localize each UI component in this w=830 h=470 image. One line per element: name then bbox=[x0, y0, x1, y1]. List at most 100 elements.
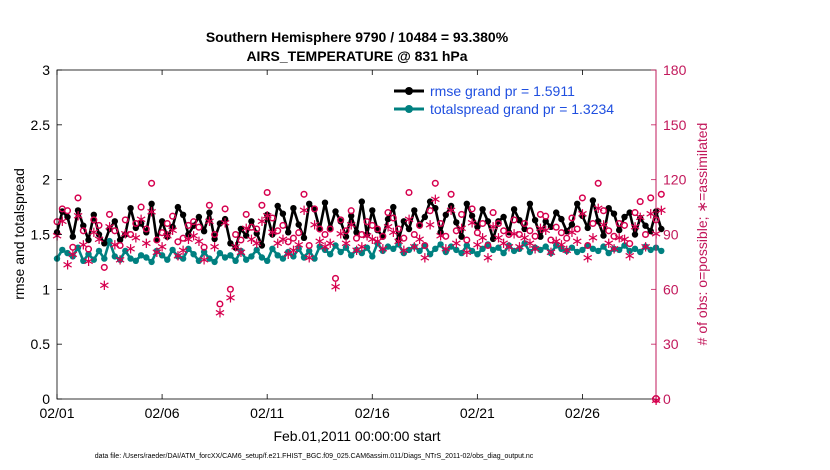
chart-title-line1: Southern Hemisphere 9790 / 10484 = 93.38… bbox=[206, 29, 509, 45]
obs-possible-point bbox=[547, 236, 555, 244]
rmse-point bbox=[426, 198, 434, 205]
obs-assimilated-point: ∗ bbox=[93, 230, 106, 248]
obs-assimilated-point: ∗ bbox=[524, 234, 537, 252]
spread-point bbox=[495, 244, 502, 251]
obs-possible-point bbox=[105, 210, 114, 218]
obs-assimilated-point: ∗ bbox=[256, 212, 269, 230]
spread-point bbox=[400, 249, 407, 257]
obs-possible-point bbox=[500, 227, 508, 235]
obs-assimilated-point: ∗ bbox=[424, 216, 437, 234]
spread-point bbox=[605, 249, 612, 257]
rmse-point bbox=[500, 213, 507, 221]
spread-point bbox=[363, 244, 371, 251]
obs-assimilated-point: ∗ bbox=[476, 228, 489, 246]
obs-possible-point bbox=[384, 209, 392, 217]
obs-possible-point bbox=[316, 225, 324, 233]
obs-assimilated-point: ∗ bbox=[203, 212, 216, 230]
spread-point bbox=[642, 243, 649, 250]
spread-point bbox=[526, 248, 534, 256]
spread-point bbox=[300, 254, 308, 261]
obs-assimilated-point: ∗ bbox=[114, 250, 127, 268]
spread-point bbox=[258, 254, 266, 261]
obs-assimilated-point: ∗ bbox=[182, 230, 195, 248]
spread-point bbox=[137, 252, 145, 259]
obs-assimilated-point: ∗ bbox=[229, 238, 242, 256]
obs-assimilated-point: ∗ bbox=[119, 225, 132, 243]
legend-rmse-label: rmse grand pr = 1.5911 bbox=[430, 83, 575, 99]
obs-assimilated-point: ∗ bbox=[166, 221, 179, 239]
obs-assimilated-point: ∗ bbox=[398, 241, 411, 259]
spread-point bbox=[500, 249, 507, 257]
obs-possible-point bbox=[179, 234, 187, 242]
y-right-tick-label-0: 0 bbox=[663, 391, 671, 407]
spread-point bbox=[369, 253, 376, 260]
spread-point bbox=[510, 247, 518, 255]
obs-possible-point bbox=[463, 236, 471, 244]
spread-point bbox=[248, 253, 255, 260]
spread-point bbox=[80, 257, 87, 264]
rmse-point bbox=[127, 205, 134, 212]
obs-possible-point bbox=[379, 232, 387, 240]
spread-point bbox=[458, 249, 465, 257]
obs-assimilated-point: ∗ bbox=[371, 232, 384, 250]
obs-assimilated-point: ∗ bbox=[629, 217, 642, 235]
rmse-point bbox=[101, 240, 108, 247]
obs-assimilated-point: ∗ bbox=[581, 248, 594, 266]
spread-point bbox=[179, 255, 187, 262]
obs-assimilated-point: ∗ bbox=[576, 205, 589, 223]
spread-point bbox=[116, 256, 124, 263]
obs-possible-point bbox=[174, 238, 182, 246]
obs-assimilated-point: ∗ bbox=[434, 227, 447, 245]
obs-possible-point bbox=[95, 221, 103, 229]
rmse-point bbox=[621, 213, 628, 221]
spread-point bbox=[600, 243, 607, 250]
obs-possible-point bbox=[163, 219, 171, 228]
legend-spread-marker bbox=[405, 105, 413, 113]
obs-assimilated-point: ∗ bbox=[109, 236, 122, 254]
obs-assimilated-point: ∗ bbox=[408, 238, 421, 256]
spread-point bbox=[521, 240, 528, 247]
obs-assimilated-point: ∗ bbox=[618, 230, 631, 248]
rmse-point bbox=[479, 206, 486, 213]
obs-possible-point bbox=[331, 274, 340, 282]
obs-possible-point bbox=[568, 214, 576, 222]
spread-point bbox=[206, 255, 213, 262]
spread-point bbox=[243, 256, 250, 263]
spread-point bbox=[437, 241, 444, 248]
obs-possible-point bbox=[326, 225, 334, 233]
rmse-point bbox=[421, 213, 428, 221]
y-left-tick-label-0: 0 bbox=[42, 391, 50, 407]
obs-assimilated-point: ∗ bbox=[172, 247, 185, 265]
obs-possible-point bbox=[153, 236, 161, 244]
obs-possible-point bbox=[431, 179, 439, 187]
obs-assimilated-point: ∗ bbox=[592, 199, 605, 217]
obs-assimilated-point: ∗ bbox=[466, 214, 479, 232]
spread-point bbox=[631, 245, 639, 252]
obs-assimilated-point: ∗ bbox=[639, 238, 652, 256]
rmse-point bbox=[158, 218, 166, 225]
obs-assimilated-point: ∗ bbox=[571, 232, 584, 250]
y-left-tick-label-4: 2 bbox=[42, 172, 50, 188]
obs-possible-point bbox=[321, 230, 329, 239]
rmse-point bbox=[589, 197, 597, 204]
spread-point bbox=[269, 245, 276, 252]
spread-point bbox=[348, 252, 355, 259]
rmse-point bbox=[185, 231, 192, 238]
obs-possible-point bbox=[605, 227, 613, 235]
y-left-tick-label-5: 2.5 bbox=[31, 117, 51, 133]
obs-assimilated-point: ∗ bbox=[623, 247, 636, 265]
obs-possible-point bbox=[447, 190, 455, 198]
obs-assimilated-point: ∗ bbox=[235, 243, 248, 261]
obs-assimilated-point: ∗ bbox=[597, 216, 610, 234]
spread-point bbox=[264, 257, 271, 264]
rmse-point bbox=[542, 218, 549, 225]
spread-point bbox=[542, 243, 549, 250]
rmse-point bbox=[637, 214, 644, 222]
rmse-point bbox=[200, 228, 208, 235]
rmse-point bbox=[164, 233, 171, 240]
obs-possible-point bbox=[437, 219, 445, 228]
obs-possible-point bbox=[468, 205, 476, 213]
rmse-point bbox=[369, 207, 376, 214]
obs-possible-point bbox=[253, 225, 261, 233]
obs-possible-point bbox=[274, 227, 282, 235]
